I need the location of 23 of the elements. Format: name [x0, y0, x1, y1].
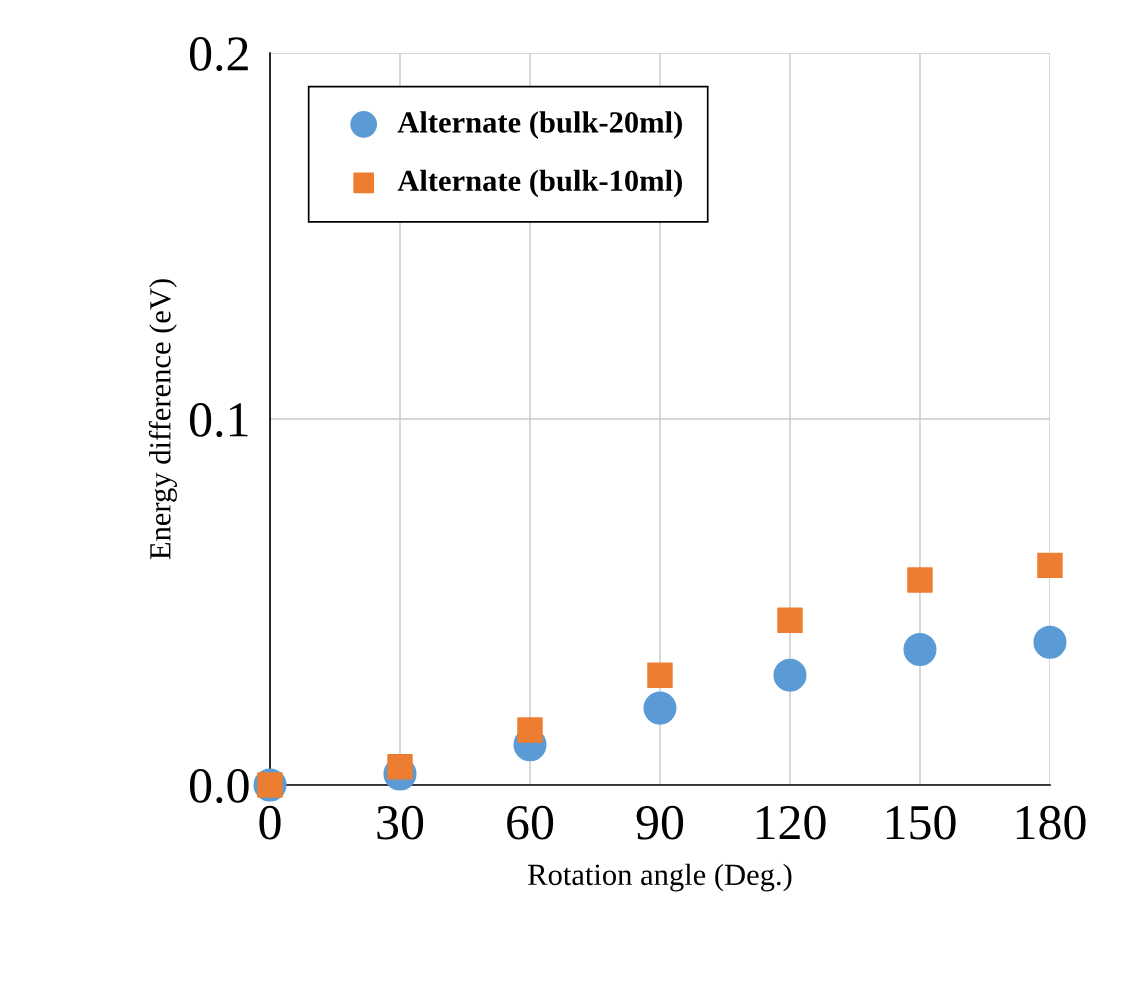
y-axis-title: Energy difference (eV)	[148, 279, 177, 560]
y-tick-label: 0.2	[189, 37, 248, 72]
point	[903, 633, 937, 667]
x-tick-label: 0	[259, 805, 281, 840]
y-tick-label: 0.0	[189, 769, 249, 804]
y-tick-label: 0.1	[189, 403, 248, 438]
x-tick-label: 150	[886, 805, 956, 840]
point	[907, 567, 933, 593]
x-tick-label: 60	[507, 805, 554, 840]
point	[647, 662, 673, 688]
x-tick-label: 30	[377, 805, 424, 840]
x-axis-title: Rotation angle (Deg.)	[528, 863, 792, 892]
x-tick-label: 180	[1016, 805, 1086, 840]
point	[517, 717, 543, 743]
point	[643, 691, 677, 725]
point	[1037, 552, 1063, 579]
x-tick-label: 90	[636, 805, 684, 840]
point	[773, 658, 807, 692]
x-tick-label: 120	[756, 805, 826, 840]
legend-label: Alternate (bulk-10ml)	[397, 169, 682, 198]
point	[1033, 625, 1067, 659]
legend-label: Alternate (bulk-20ml)	[397, 111, 682, 139]
point	[777, 607, 803, 633]
